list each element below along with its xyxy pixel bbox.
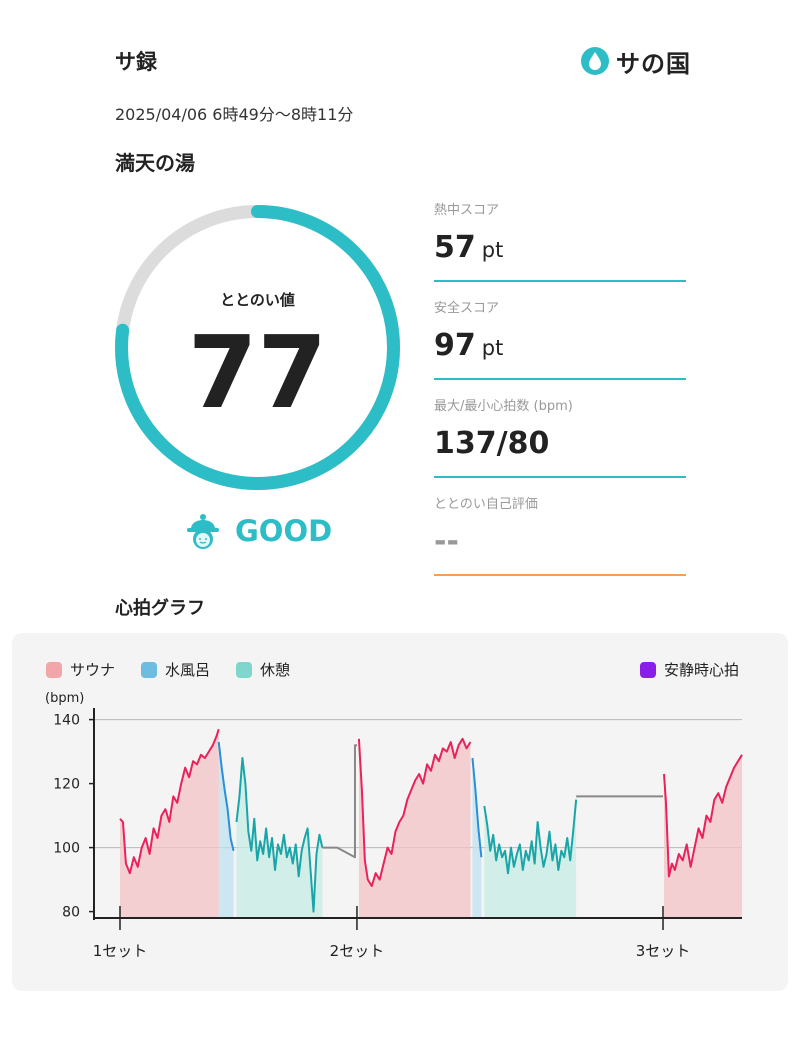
metric-value: 97 <box>434 328 476 363</box>
series-line-sauna <box>663 754 743 878</box>
series-line-transition <box>322 744 357 859</box>
legend-swatch <box>236 661 253 678</box>
metric-underline <box>434 476 686 478</box>
metric-value: 57 <box>434 230 476 265</box>
metric-unit: pt <box>481 238 504 262</box>
series-line-sauna <box>119 728 220 875</box>
area-water <box>218 742 234 918</box>
facility-name: 満天の湯 <box>115 151 195 175</box>
metric-unit: pt <box>481 336 504 360</box>
y-tick-label: 80 <box>62 905 80 921</box>
set-label: 3セット <box>636 942 691 960</box>
y-axis-unit: (bpm) <box>45 691 85 706</box>
metric-heat-score: 熱中スコア 57 pt <box>434 199 686 282</box>
area-water <box>472 758 482 918</box>
metric-underline <box>434 378 686 380</box>
metric-value: -- <box>434 524 459 559</box>
heart-rate-chart: 80 100 120 140 1セット 2セット 3セット <box>53 708 743 960</box>
water-drop-icon <box>581 47 609 75</box>
metric-label: ととのい自己評価 <box>434 497 538 512</box>
legend-swatch <box>46 661 62 678</box>
legend-item-water: 水風呂 <box>141 659 210 680</box>
area-rest <box>484 799 577 918</box>
area-sauna <box>120 729 219 918</box>
series-line-sauna <box>357 737 472 887</box>
session-datetime: 2025/04/06 6時49分〜8時11分 <box>115 105 354 124</box>
legend-label: 休憩 <box>260 661 291 679</box>
metric-label: 最大/最小心拍数 (bpm) <box>434 399 573 414</box>
metric-safety-score: 安全スコア 97 pt <box>434 297 686 380</box>
area-sauna <box>358 738 471 918</box>
metric-underline <box>434 574 686 576</box>
gauge-label: ととのい値 <box>220 291 295 309</box>
y-tick-label: 100 <box>53 841 80 857</box>
gauge-value: 77 <box>187 314 328 431</box>
set-label: 1セット <box>93 942 148 960</box>
gauge-fill <box>115 205 400 490</box>
metric-label: 熱中スコア <box>434 203 500 218</box>
metric-underline <box>434 280 686 282</box>
series-line-water <box>471 757 483 858</box>
app-title: サ録 <box>115 50 157 74</box>
series-line-rest <box>235 757 324 913</box>
rating-badge: GOOD <box>185 509 332 553</box>
metric-value: 137/80 <box>434 426 550 461</box>
legend-item-sauna: サウナ <box>46 659 115 680</box>
set-label: 2セット <box>330 942 385 960</box>
series-line-rest <box>483 799 578 875</box>
sauna-hat-face-icon <box>187 514 219 549</box>
legend-label: 安静時心拍 <box>664 661 740 679</box>
heart-rate-chart-card <box>12 633 788 991</box>
rating-label: GOOD <box>235 514 333 548</box>
chart-legend: サウナ 水風呂 休憩 <box>46 659 290 680</box>
section-title: 心拍グラフ <box>115 598 205 619</box>
y-tick-label: 120 <box>53 777 80 793</box>
area-rest <box>236 758 323 918</box>
brand-logo: サの国 <box>580 44 691 78</box>
metric-self-evaluation[interactable]: ととのい自己評価 -- <box>434 493 686 576</box>
y-tick-label: 140 <box>53 713 80 729</box>
legend-swatch <box>640 661 656 678</box>
brand-name: サの国 <box>616 49 691 78</box>
series-line-water <box>217 741 235 852</box>
metric-label: 安全スコア <box>434 301 500 316</box>
legend-label: サウナ <box>70 661 116 679</box>
legend-item-rest: 休憩 <box>236 659 290 680</box>
totonoi-gauge <box>115 205 400 490</box>
legend-label: 水風呂 <box>165 661 211 679</box>
legend-item-resting-hr: 安静時心拍 <box>640 659 739 680</box>
legend-swatch <box>141 661 158 678</box>
metric-heart-rate-range: 最大/最小心拍数 (bpm) 137/80 <box>434 395 686 478</box>
